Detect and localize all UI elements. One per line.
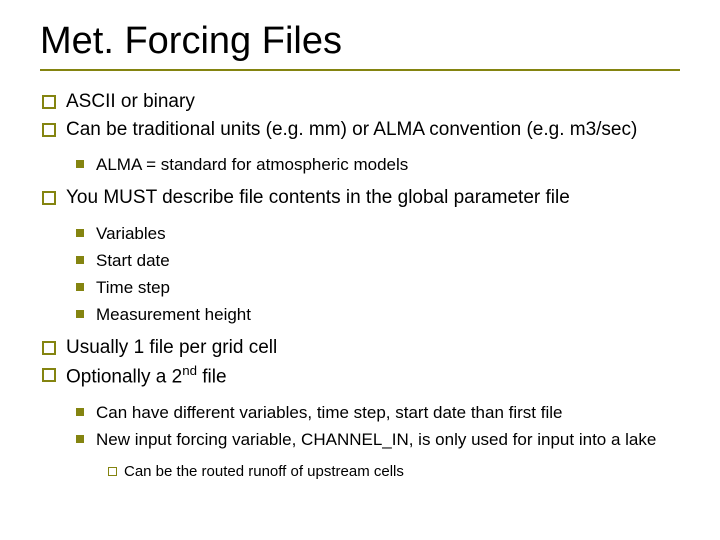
ordinal-suffix: nd: [182, 363, 197, 378]
bullet-l2: Variables: [40, 223, 680, 246]
slide: Met. Forcing Files ASCII or binary Can b…: [0, 0, 720, 540]
bullet-text: Optionally a 2: [66, 367, 182, 388]
bullet-text: file: [197, 367, 227, 388]
slide-title: Met. Forcing Files: [40, 20, 680, 63]
bullet-l1: Can be traditional units (e.g. mm) or AL…: [40, 117, 680, 143]
bullet-l2: Start date: [40, 250, 680, 273]
bullet-l2: Can have different variables, time step,…: [40, 402, 680, 425]
bullet-l1: You MUST describe file contents in the g…: [40, 185, 680, 211]
bullet-l2: Time step: [40, 277, 680, 300]
title-underline: [40, 69, 680, 71]
bullet-l2: New input forcing variable, CHANNEL_IN, …: [40, 429, 680, 452]
bullet-list: ASCII or binary Can be traditional units…: [40, 89, 680, 482]
bullet-l1: ASCII or binary: [40, 89, 680, 115]
bullet-l2: ALMA = standard for atmospheric models: [40, 154, 680, 177]
bullet-l1: Usually 1 file per grid cell: [40, 335, 680, 361]
bullet-l1: Optionally a 2nd file: [40, 362, 680, 390]
bullet-l3: Can be the routed runoff of upstream cel…: [40, 462, 680, 482]
bullet-l2: Measurement height: [40, 304, 680, 327]
